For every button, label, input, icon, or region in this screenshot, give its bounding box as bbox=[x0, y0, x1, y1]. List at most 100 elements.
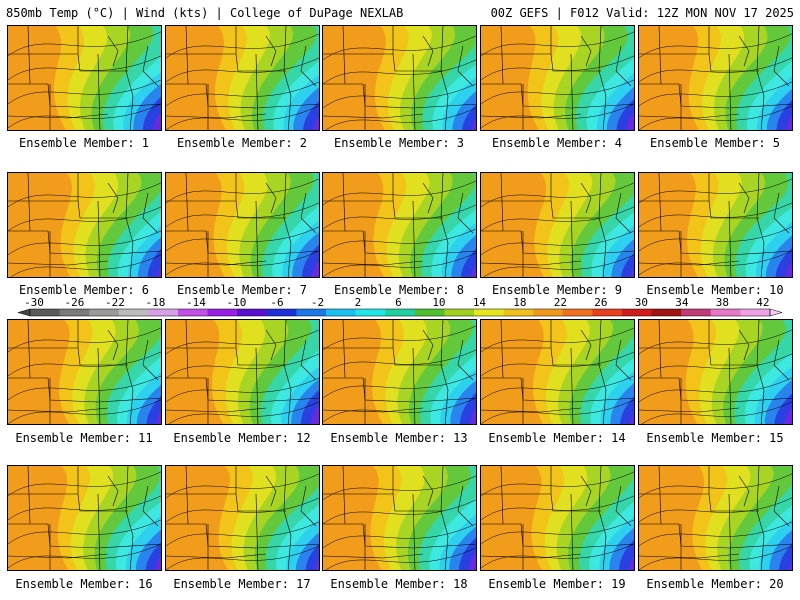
temperature-map bbox=[8, 26, 161, 130]
wind-streamline bbox=[481, 103, 634, 129]
temperature-map bbox=[8, 173, 161, 277]
ensemble-member-label: Ensemble Member: 5 bbox=[649, 136, 781, 150]
state-boundary bbox=[756, 26, 765, 130]
state-boundary bbox=[283, 26, 292, 130]
colorbar-tick-label: 22 bbox=[554, 296, 567, 309]
colorbar-right-arrow bbox=[769, 308, 783, 317]
state-boundary bbox=[107, 475, 119, 507]
ensemble-member-label: Ensemble Member: 7 bbox=[176, 283, 308, 297]
state-boundary bbox=[481, 113, 582, 119]
state-boundary bbox=[97, 493, 101, 570]
state-boundary bbox=[255, 347, 259, 424]
colorbar-tick-label: 2 bbox=[355, 296, 362, 309]
state-boundary bbox=[323, 407, 424, 413]
state-boundary bbox=[300, 192, 317, 234]
state-boundary bbox=[8, 53, 128, 72]
colorbar-swatch bbox=[622, 309, 653, 316]
wind-streamline bbox=[323, 349, 476, 375]
temperature-contour-band bbox=[619, 540, 634, 570]
ensemble-member-label: Ensemble Member: 19 bbox=[488, 577, 626, 591]
state-boundary bbox=[255, 53, 259, 130]
temperature-contour-band bbox=[469, 408, 476, 424]
state-boundary bbox=[615, 485, 632, 527]
ensemble-member-panel bbox=[638, 25, 793, 131]
wind-streamline bbox=[8, 495, 161, 521]
wind-streamline bbox=[8, 375, 161, 401]
state-boundary bbox=[500, 320, 504, 379]
state-boundary bbox=[8, 113, 109, 119]
wind-streamline bbox=[481, 79, 634, 105]
state-boundary bbox=[342, 320, 346, 379]
temperature-contour-band bbox=[621, 252, 634, 277]
state-boundary bbox=[125, 320, 134, 424]
ensemble-member-label: Ensemble Member: 20 bbox=[646, 577, 784, 591]
ensemble-member-panel bbox=[638, 319, 793, 425]
state-boundary bbox=[142, 485, 159, 527]
state-boundary bbox=[598, 173, 607, 277]
state-boundary bbox=[481, 553, 582, 559]
state-boundary bbox=[323, 493, 443, 512]
temperature-map bbox=[481, 173, 634, 277]
wind-streamline bbox=[481, 519, 634, 545]
temperature-map bbox=[166, 26, 319, 130]
temperature-contour-band bbox=[628, 556, 634, 570]
temperature-map bbox=[166, 320, 319, 424]
wind-streamline bbox=[166, 521, 319, 547]
colorbar-swatch bbox=[533, 309, 564, 316]
wind-streamline bbox=[641, 401, 792, 424]
temperature-contour-band bbox=[146, 396, 161, 424]
colorbar-swatch bbox=[89, 309, 120, 316]
temperature-colorbar: -30 -26 -22 -18 -14 -10 -6 -2 2 6 10 14 18 22 26 30 34 38… bbox=[17, 296, 783, 317]
ensemble-member-panel bbox=[638, 172, 793, 278]
colorbar-swatch bbox=[296, 309, 327, 316]
state-boundary bbox=[412, 53, 416, 130]
wind-streamline bbox=[323, 475, 476, 501]
ensemble-member-label: Ensemble Member: 8 bbox=[333, 283, 465, 297]
wind-streamline bbox=[166, 81, 319, 107]
state-boundary bbox=[412, 200, 416, 277]
temperature-contour-band bbox=[468, 551, 476, 570]
state-boundary bbox=[457, 45, 474, 87]
state-boundary bbox=[323, 553, 424, 559]
ensemble-member-panel bbox=[322, 319, 477, 425]
state-boundary bbox=[166, 493, 286, 512]
wind-streamline bbox=[639, 545, 792, 570]
temperature-map bbox=[323, 173, 476, 277]
state-boundary bbox=[580, 35, 592, 67]
state-boundary bbox=[639, 260, 740, 266]
ensemble-member-panel bbox=[638, 465, 793, 571]
state-boundary bbox=[481, 347, 601, 366]
temperature-map bbox=[639, 173, 792, 277]
ensemble-member-panel bbox=[165, 319, 320, 425]
wind-streamline bbox=[8, 182, 161, 208]
ensemble-member-panel bbox=[322, 25, 477, 131]
temperature-map bbox=[166, 173, 319, 277]
ensemble-member-panel bbox=[165, 172, 320, 278]
state-boundary bbox=[457, 485, 474, 527]
state-boundary bbox=[142, 192, 159, 234]
colorbar-swatch bbox=[562, 309, 593, 316]
temperature-map bbox=[323, 466, 476, 570]
state-boundary bbox=[422, 35, 434, 67]
wind-streamline bbox=[323, 180, 476, 206]
ensemble-member-label: Ensemble Member: 9 bbox=[491, 283, 623, 297]
colorbar-tick-label: 26 bbox=[594, 296, 607, 309]
state-boundary bbox=[639, 493, 759, 512]
state-boundary bbox=[570, 200, 574, 277]
state-boundary bbox=[615, 192, 632, 234]
colorbar-tick-label: 6 bbox=[395, 296, 402, 309]
state-boundary bbox=[580, 475, 592, 507]
wind-streamline bbox=[166, 202, 319, 228]
state-boundary bbox=[639, 53, 759, 72]
colorbar-swatch bbox=[118, 309, 149, 316]
colorbar-swatch bbox=[681, 309, 712, 316]
state-boundary bbox=[323, 260, 424, 266]
state-boundary bbox=[323, 200, 443, 219]
temperature-contour-band bbox=[470, 264, 476, 277]
state-boundary bbox=[166, 260, 267, 266]
state-boundary bbox=[142, 45, 159, 87]
wind-streamline bbox=[481, 399, 634, 424]
wind-streamline bbox=[8, 471, 161, 497]
state-boundary bbox=[773, 45, 790, 87]
ensemble-member-panel bbox=[7, 465, 162, 571]
